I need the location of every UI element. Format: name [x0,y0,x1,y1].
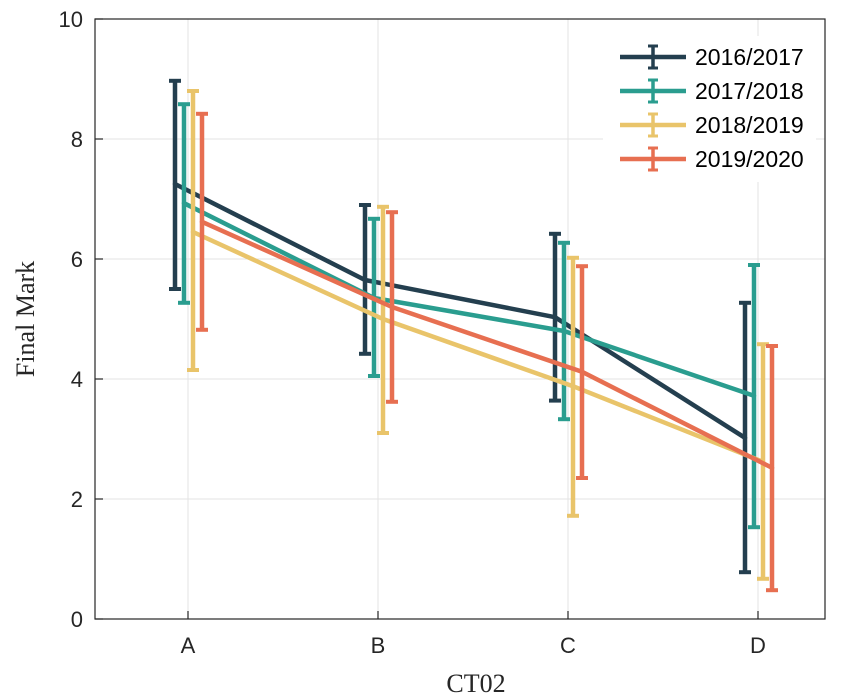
y-tick-label: 8 [71,127,83,152]
x-axis-title: CT02 [446,669,505,698]
y-tick-label: 10 [59,7,83,32]
series-line [172,181,748,441]
legend: 2016/2017 2017/2018 2018/2019 2019/2020 [603,36,816,182]
error-bar [739,300,751,575]
error-bar [359,203,371,356]
series-line [199,219,775,471]
legend-item: 2017/2018 [620,78,804,104]
error-bar [576,264,588,480]
y-tick-label: 0 [71,607,83,632]
x-tick-label: B [371,633,386,658]
error-bar [187,89,199,372]
axis-ticks: 0 2 4 6 8 10 A B C D [59,7,766,658]
error-bar [549,231,561,403]
legend-label: 2018/2019 [695,112,804,138]
series-group [169,78,778,593]
series-1 [178,102,760,530]
legend-item: 2016/2017 [620,44,804,70]
y-tick-label: 4 [71,367,83,392]
error-bar [386,210,398,404]
error-bar [567,255,579,518]
legend-label: 2016/2017 [695,44,804,70]
series-line [190,229,766,465]
series-line [181,200,757,399]
legend-item: 2019/2020 [620,146,804,172]
y-tick-label: 2 [71,487,83,512]
legend-item: 2018/2019 [620,112,804,138]
series-0 [169,78,751,575]
x-tick-label: A [181,633,196,658]
error-bar [178,102,190,305]
plot-area-border [94,18,826,620]
y-tick-label: 6 [71,247,83,272]
legend-label: 2019/2020 [695,146,804,172]
legend-label: 2017/2018 [695,78,804,104]
error-bar [558,240,570,422]
error-bar [196,111,208,332]
error-bar [748,263,760,530]
error-bar [766,344,778,593]
x-tick-label: D [750,633,766,658]
series-3 [196,111,778,593]
error-bar [377,204,389,435]
x-tick-label: C [560,633,576,658]
y-axis-title: Final Mark [11,261,40,377]
error-bar [169,78,181,291]
